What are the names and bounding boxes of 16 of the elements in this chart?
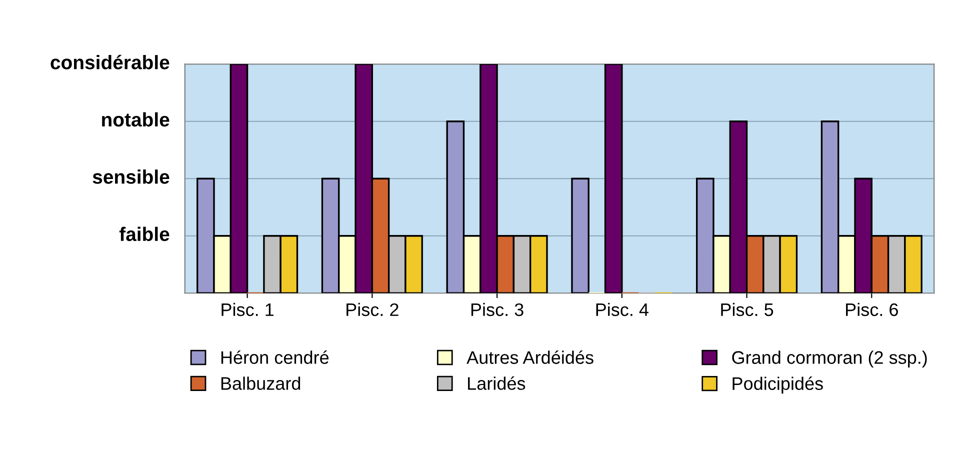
- ref-line-label: sensible: [92, 170, 170, 184]
- ref-line-label: considérable: [50, 54, 170, 70]
- ref-line-label: notable: [102, 112, 170, 127]
- legend-label: Héron cendré: [221, 350, 329, 364]
- x-tick-label: Pisc. 6: [846, 302, 898, 316]
- legend-label: Balbuzard: [221, 376, 300, 390]
- legend-label: Podicipidés: [732, 376, 823, 394]
- x-tick-label: Pisc. 1: [222, 302, 274, 316]
- x-tick-label: Pisc. 5: [721, 302, 774, 316]
- x-tick-label: Pisc. 4: [596, 302, 648, 316]
- legend-label: Laridés: [468, 376, 526, 390]
- x-tick-label: Pisc. 3: [471, 302, 524, 316]
- ref-line-label: faible: [119, 226, 170, 242]
- x-tick-label: Pisc. 2: [346, 302, 398, 316]
- legend-label: Grand cormoran (2 ssp.): [732, 350, 927, 368]
- legend-label: Autres Ardéidés: [466, 350, 594, 364]
